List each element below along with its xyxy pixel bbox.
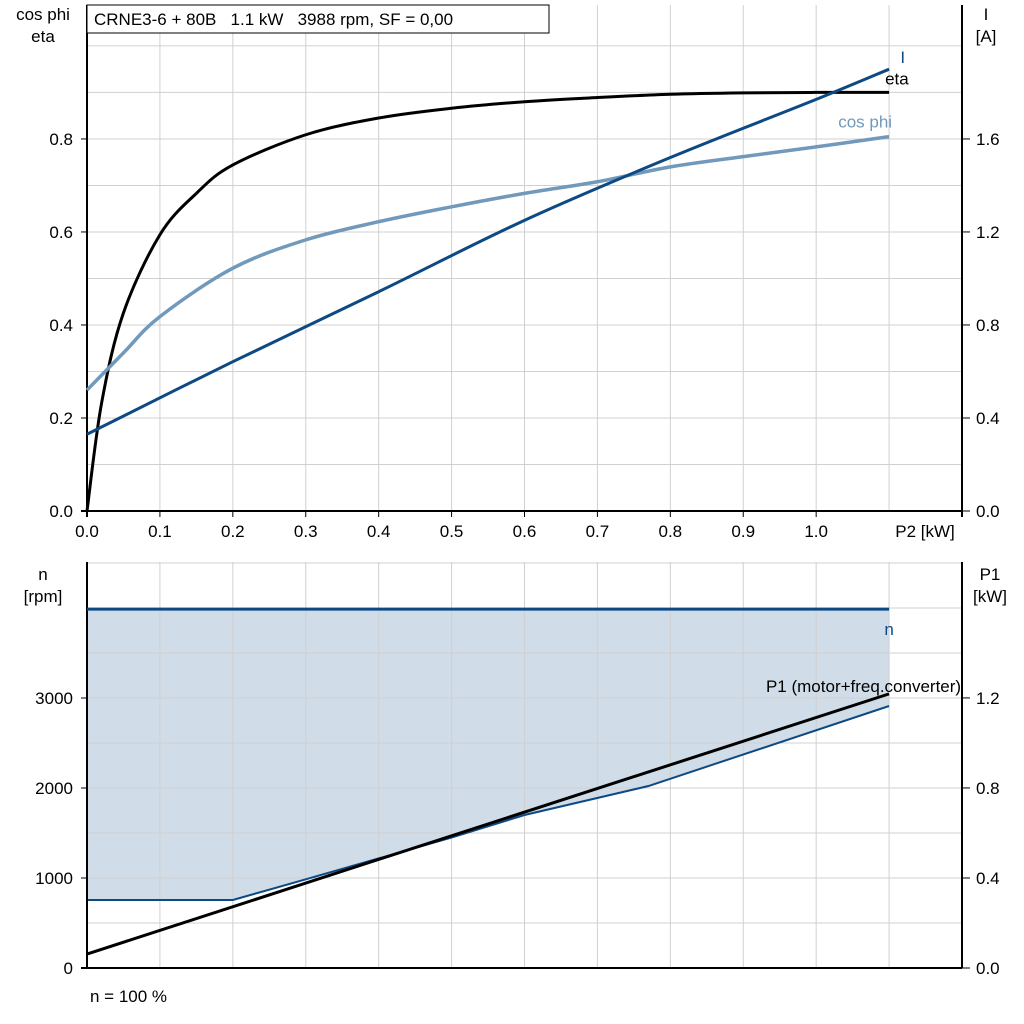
series-label-I: I [900,48,905,67]
y-right-tick-label: 0.4 [976,869,1000,888]
bottom-right-axis-label-p1: P1 [980,565,1001,584]
series-label-cos-phi: cos phi [838,113,892,132]
x-tick-label: 0.0 [75,522,99,541]
bottom-right-axis-label-unit: [kW] [973,587,1007,606]
x-tick-label: 0.9 [731,522,755,541]
x-axis-label: P2 [kW] [895,522,955,541]
left-axis-label-eta: eta [31,27,55,46]
y-left-tick-label: 3000 [35,689,73,708]
x-tick-label: 0.5 [440,522,464,541]
y-right-tick-label: 0.8 [976,779,1000,798]
bottom-left-axis-label-unit: [rpm] [24,587,63,606]
title-box [86,4,550,34]
y-left-tick-label: 0.4 [49,316,73,335]
y-left-tick-label: 1000 [35,869,73,888]
chart-title: CRNE3-6 + 80B 1.1 kW 3988 rpm, SF = 0,00 [94,10,453,29]
series-line-cos-phi [85,134,890,392]
x-tick-label: 0.6 [513,522,537,541]
left-axis-label-cosphi: cos phi [16,5,70,24]
operating-range-lower-bound [87,705,890,901]
y-left-tick-label: 0.0 [49,502,73,521]
y-right-tick-label: 0.0 [976,959,1000,978]
bottom-left-axis-label-n: n [38,565,47,584]
series-label-p1: P1 (motor+freq.converter) [766,677,961,696]
y-left-tick-label: 0 [64,959,73,978]
x-tick-label: 1.0 [804,522,828,541]
series-line-eta [85,90,890,512]
y-right-tick-label: 1.6 [976,130,1000,149]
x-tick-label: 0.1 [148,522,172,541]
y-left-tick-label: 0.6 [49,223,73,242]
x-tick-label: 0.3 [294,522,318,541]
series-line-I [86,67,890,436]
series-line-P1 [86,692,890,956]
x-tick-label: 0.8 [659,522,683,541]
series-label-eta: eta [885,69,909,88]
y-left-tick-label: 2000 [35,779,73,798]
y-left-tick-label: 0.8 [49,130,73,149]
series-label-n: n [884,620,893,639]
footnote: n = 100 % [90,987,167,1006]
y-left-tick-label: 0.2 [49,409,73,428]
right-axis-label-i-unit: [A] [976,27,997,46]
y-right-tick-label: 1.2 [976,223,1000,242]
x-tick-label: 0.2 [221,522,245,541]
y-right-tick-label: 0.0 [976,502,1000,521]
right-axis-label-i: I [984,5,989,24]
y-right-tick-label: 0.4 [976,409,1000,428]
x-tick-label: 0.4 [367,522,391,541]
x-tick-label: 0.7 [586,522,610,541]
y-right-tick-label: 1.2 [976,689,1000,708]
operating-range-area [87,609,890,900]
y-right-tick-label: 0.8 [976,316,1000,335]
